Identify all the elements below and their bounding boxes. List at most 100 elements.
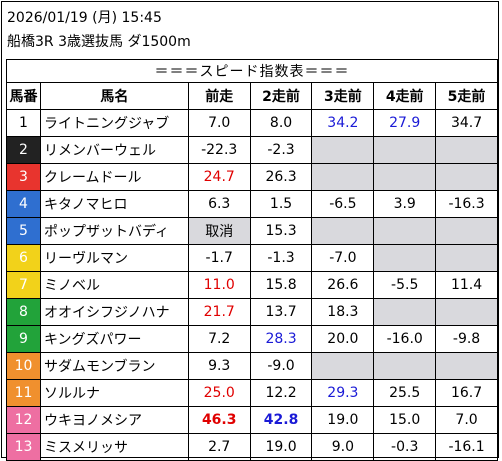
horse-name: サダムモンブラン bbox=[39, 352, 189, 380]
4back-index bbox=[373, 217, 437, 245]
4back-index bbox=[373, 298, 437, 326]
col-header-last: 前走 bbox=[187, 82, 251, 110]
2back-index: 15.8 bbox=[249, 271, 313, 299]
col-header-4back: 4走前 bbox=[373, 82, 437, 110]
last-race-index: 7.2 bbox=[187, 325, 251, 353]
5back-index: -16.3 bbox=[435, 190, 498, 218]
2back-index: 42.8 bbox=[249, 406, 313, 434]
5back-index bbox=[435, 217, 498, 245]
race-datetime: 2026/01/19 (月) 15:45 bbox=[7, 10, 162, 26]
horse-number: 2 bbox=[6, 136, 41, 164]
horse-row: 13 ミスメリッサ 2.7 19.0 9.0 -0.3 -16.1 bbox=[6, 433, 498, 461]
3back-index bbox=[311, 136, 375, 164]
race-title: 船橋3R 3歳選抜馬 ダ1500m bbox=[7, 34, 191, 50]
4back-index bbox=[373, 136, 437, 164]
horse-number: 10 bbox=[6, 352, 41, 380]
4back-index bbox=[373, 163, 437, 191]
horse-name: クレームドール bbox=[39, 163, 189, 191]
horse-row: 5 ポップザットバディ 取消 15.3 bbox=[6, 217, 498, 245]
last-race-index: 46.3 bbox=[187, 406, 251, 434]
3back-index: -7.0 bbox=[311, 244, 375, 272]
horse-name: リメンバーウェル bbox=[39, 136, 189, 164]
horse-number: 12 bbox=[6, 406, 41, 434]
col-header-name: 馬名 bbox=[39, 82, 189, 110]
5back-index bbox=[435, 244, 498, 272]
horse-name: ミスメリッサ bbox=[39, 433, 189, 461]
horse-row: 1 ライトニングジャブ 7.0 8.0 34.2 27.9 34.7 bbox=[6, 109, 498, 137]
last-race-index: 21.7 bbox=[187, 298, 251, 326]
last-race-index: -22.3 bbox=[187, 136, 251, 164]
col-header-3back: 3走前 bbox=[311, 82, 375, 110]
5back-index: 11.4 bbox=[435, 271, 498, 299]
last-race-index: 取消 bbox=[187, 217, 251, 245]
5back-index: -16.1 bbox=[435, 433, 498, 461]
last-race-index: 2.7 bbox=[187, 433, 251, 461]
horse-name: ウキヨノメシア bbox=[39, 406, 189, 434]
last-race-index: 11.0 bbox=[187, 271, 251, 299]
5back-index bbox=[435, 136, 498, 164]
horse-number: 13 bbox=[6, 433, 41, 461]
horse-row: 10 サダムモンブラン 9.3 -9.0 bbox=[6, 352, 498, 380]
4back-index bbox=[373, 352, 437, 380]
horse-row: 11 ソルルナ 25.0 12.2 29.3 25.5 16.7 bbox=[6, 379, 498, 407]
horse-number: 5 bbox=[6, 217, 41, 245]
5back-index bbox=[435, 298, 498, 326]
speed-index-table: ＝＝＝スピード指数表＝＝＝ 馬番 馬名 前走 2走前 3走前 4走前 5走前 1 ライトニング… bbox=[6, 59, 498, 461]
horse-name: ライトニングジャブ bbox=[39, 109, 189, 137]
horse-number: 8 bbox=[6, 298, 41, 326]
horse-number: 1 bbox=[6, 109, 41, 137]
horse-row: 4 キタノマヒロ 6.3 1.5 -6.5 3.9 -16.3 bbox=[6, 190, 498, 218]
horse-row: 2 リメンバーウェル -22.3 -2.3 bbox=[6, 136, 498, 164]
table-title: ＝＝＝スピード指数表＝＝＝ bbox=[6, 59, 498, 83]
horse-name: キングズパワー bbox=[39, 325, 189, 353]
4back-index: -5.5 bbox=[373, 271, 437, 299]
horse-name: ミノベル bbox=[39, 271, 189, 299]
3back-index: 29.3 bbox=[311, 379, 375, 407]
5back-index: 7.0 bbox=[435, 406, 498, 434]
3back-index: 20.0 bbox=[311, 325, 375, 353]
2back-index: 1.5 bbox=[249, 190, 313, 218]
horse-name: リーヴルマン bbox=[39, 244, 189, 272]
3back-index: 34.2 bbox=[311, 109, 375, 137]
4back-index: 25.5 bbox=[373, 379, 437, 407]
2back-index: -2.3 bbox=[249, 136, 313, 164]
2back-index: 28.3 bbox=[249, 325, 313, 353]
horse-number: 6 bbox=[6, 244, 41, 272]
2back-index: 12.2 bbox=[249, 379, 313, 407]
horse-row: 6 リーヴルマン -1.7 -1.3 -7.0 bbox=[6, 244, 498, 272]
3back-index bbox=[311, 217, 375, 245]
horse-number: 7 bbox=[6, 271, 41, 299]
4back-index: -0.3 bbox=[373, 433, 437, 461]
2back-index: 19.0 bbox=[249, 433, 313, 461]
horse-row: 7 ミノベル 11.0 15.8 26.6 -5.5 11.4 bbox=[6, 271, 498, 299]
horse-number: 4 bbox=[6, 190, 41, 218]
3back-index: 26.6 bbox=[311, 271, 375, 299]
last-race-index: 6.3 bbox=[187, 190, 251, 218]
5back-index bbox=[435, 163, 498, 191]
horse-name: ソルルナ bbox=[39, 379, 189, 407]
horse-name: ポップザットバディ bbox=[39, 217, 189, 245]
5back-index: 16.7 bbox=[435, 379, 498, 407]
horse-name: オオイシフジノハナ bbox=[39, 298, 189, 326]
horse-number: 3 bbox=[6, 163, 41, 191]
horse-row: 12 ウキヨノメシア 46.3 42.8 19.0 15.0 7.0 bbox=[6, 406, 498, 434]
horse-name: キタノマヒロ bbox=[39, 190, 189, 218]
2back-index: -1.3 bbox=[249, 244, 313, 272]
3back-index: 18.3 bbox=[311, 298, 375, 326]
4back-index: 15.0 bbox=[373, 406, 437, 434]
4back-index: 3.9 bbox=[373, 190, 437, 218]
last-race-index: 9.3 bbox=[187, 352, 251, 380]
horse-number: 11 bbox=[6, 379, 41, 407]
horse-row: 9 キングズパワー 7.2 28.3 20.0 -16.0 -9.8 bbox=[6, 325, 498, 353]
3back-index bbox=[311, 163, 375, 191]
4back-index: -16.0 bbox=[373, 325, 437, 353]
2back-index: 13.7 bbox=[249, 298, 313, 326]
2back-index: 8.0 bbox=[249, 109, 313, 137]
last-race-index: 24.7 bbox=[187, 163, 251, 191]
horse-row: 8 オオイシフジノハナ 21.7 13.7 18.3 bbox=[6, 298, 498, 326]
col-header-5back: 5走前 bbox=[435, 82, 498, 110]
4back-index bbox=[373, 244, 437, 272]
table-header-row: 馬番 馬名 前走 2走前 3走前 4走前 5走前 bbox=[6, 82, 498, 110]
col-header-number: 馬番 bbox=[6, 82, 41, 110]
3back-index: 9.0 bbox=[311, 433, 375, 461]
